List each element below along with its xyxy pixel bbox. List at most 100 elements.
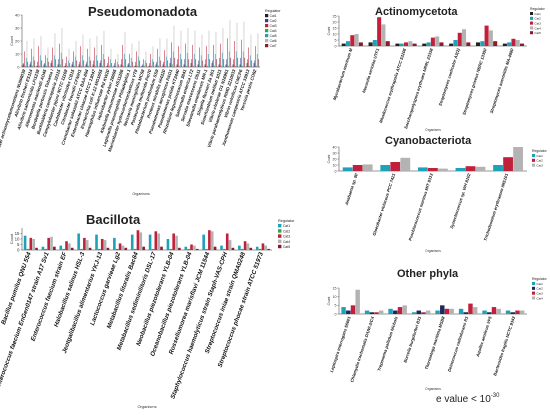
legend-swatch [265, 34, 269, 38]
legend-swatch [532, 158, 536, 162]
bar [425, 310, 431, 314]
bar [120, 64, 122, 67]
x-category-label: Thermotoga maritima MSB8 [424, 315, 446, 370]
bar [27, 61, 29, 67]
x-axis-label: Organisms [137, 404, 156, 409]
bar [169, 63, 171, 67]
x-category-label: Streptomyces coelicolor A3(2) [437, 47, 461, 106]
x-category-label: Nocardia seriolae UTF1 [361, 47, 380, 93]
bar [235, 65, 236, 67]
bar [83, 60, 85, 67]
x-category-label: Trichodesmium erythraeum IMS101 [483, 172, 510, 241]
bar [65, 63, 67, 67]
bar [125, 59, 127, 67]
bar [113, 237, 116, 250]
bar [465, 166, 476, 171]
legend-swatch [278, 244, 282, 249]
bar [52, 47, 53, 67]
bar [102, 65, 103, 67]
bar [123, 54, 125, 67]
bar [178, 46, 179, 67]
bar [115, 59, 116, 67]
panel-title: Pseudomonadota [88, 4, 198, 19]
bar [249, 55, 251, 67]
bar [68, 48, 70, 67]
bar [421, 312, 426, 314]
bar [247, 59, 249, 67]
bar [45, 55, 46, 67]
bar [257, 33, 259, 67]
bar [44, 248, 48, 250]
bar [151, 59, 153, 67]
bar [192, 44, 193, 67]
bar [109, 59, 111, 67]
y-tick-label: 10 [333, 295, 337, 299]
bar [403, 42, 409, 46]
bar [59, 43, 60, 67]
y-tick-label: 10 [15, 236, 20, 241]
y-tick-label: 40 [333, 145, 337, 149]
legend-entry: Cat2 [536, 287, 543, 291]
bar [69, 63, 71, 67]
bar [195, 248, 199, 250]
bar [209, 59, 211, 67]
bar [136, 230, 140, 250]
bar [173, 25, 175, 67]
bar [29, 237, 33, 250]
bar [223, 59, 225, 67]
y-tick-label: 15 [333, 286, 337, 290]
bar [153, 61, 155, 67]
bar [412, 43, 417, 46]
bar [171, 42, 172, 67]
bar [183, 64, 185, 67]
bar [104, 59, 106, 67]
bar [374, 312, 379, 314]
bar [472, 307, 478, 314]
bar [213, 246, 217, 250]
bar [222, 28, 224, 67]
bar [121, 245, 125, 250]
bar [174, 57, 176, 67]
bar [141, 65, 143, 67]
bar [155, 64, 157, 67]
bar [41, 60, 43, 67]
legend-swatch [265, 19, 269, 23]
bar [139, 60, 141, 67]
y-tick-label: 0 [17, 64, 20, 69]
legend-entry: Cat3 [270, 24, 277, 28]
bar [101, 44, 102, 67]
bar [129, 54, 130, 67]
bar [453, 40, 458, 46]
bar [380, 165, 391, 171]
bar [82, 34, 84, 67]
bar [191, 59, 193, 67]
bar [388, 308, 393, 314]
bar [350, 35, 355, 46]
bar [65, 241, 68, 250]
bar [96, 35, 98, 67]
bar [207, 65, 208, 67]
bar [354, 34, 359, 46]
bar [143, 59, 144, 67]
bar [346, 310, 351, 314]
bar [399, 43, 404, 46]
bar [47, 237, 50, 250]
bar [220, 43, 221, 67]
bar [238, 245, 241, 250]
legend-swatch [532, 296, 536, 300]
bar [426, 42, 431, 46]
legend-swatch [278, 229, 282, 233]
bar [88, 56, 90, 67]
bar [214, 65, 215, 67]
bar [87, 48, 88, 67]
x-category-label: Synechococcus sp. WH 8102 [449, 172, 472, 229]
bar [475, 166, 486, 171]
legend-swatch [532, 163, 536, 167]
bar [482, 310, 487, 314]
bar [95, 65, 96, 67]
bar [345, 41, 351, 46]
panel-title: Other phyla [397, 268, 459, 280]
bar [150, 54, 151, 67]
panel-actinomycetota: Actinomycetota 0 5 10 15 20 25 Count Mycobacter… [325, 0, 550, 135]
bar [57, 64, 59, 67]
